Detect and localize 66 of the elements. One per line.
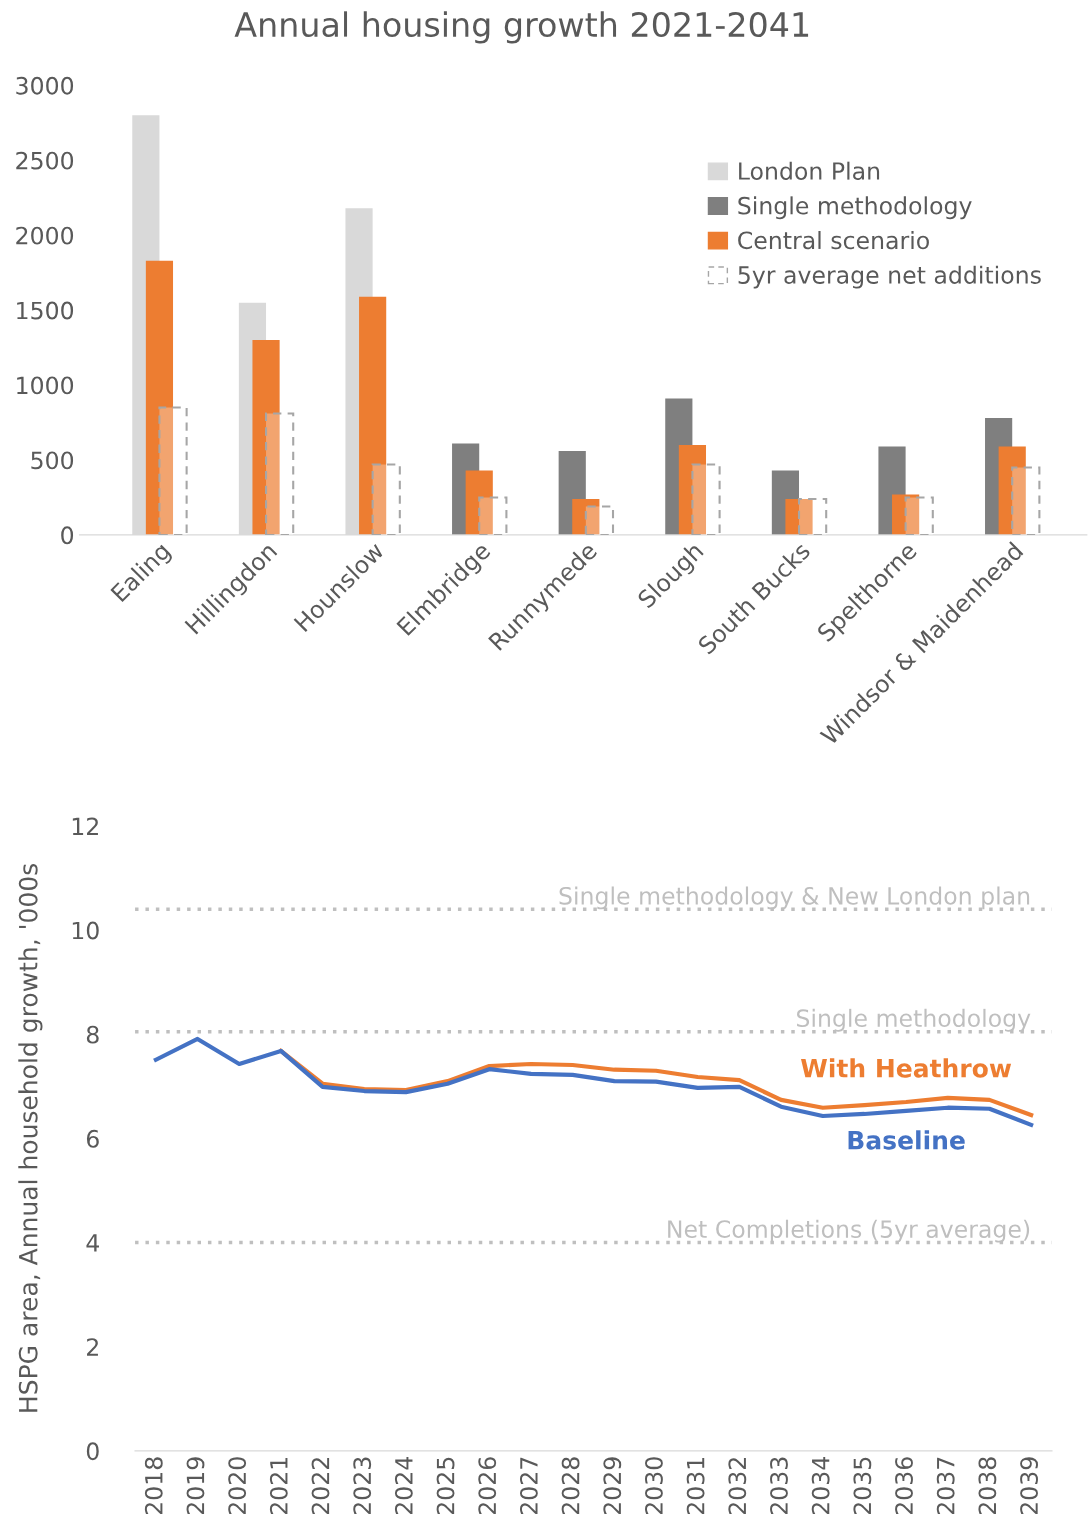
- x-tick-label: 2020: [228, 1457, 247, 1515]
- bar: [691, 463, 721, 535]
- y-tick-label: 2: [87, 1338, 98, 1356]
- bar: [478, 496, 508, 535]
- x-tick-label: 2038: [978, 1457, 997, 1515]
- x-tick-label: 2035: [853, 1457, 872, 1515]
- legend-label: Central scenario: [738, 230, 929, 250]
- x-tick-label: 2022: [311, 1458, 330, 1515]
- ref-line-label: Single methodology: [797, 1008, 1031, 1032]
- ref-line-label: Net Completions (5yr average): [668, 1219, 1030, 1243]
- legend-label: Single methodology: [738, 196, 972, 220]
- bar: [998, 446, 1026, 535]
- y-tick-label: 2000: [16, 226, 74, 245]
- bar: [785, 498, 813, 535]
- bar: [359, 296, 387, 535]
- y-tick-label: 3000: [16, 76, 74, 95]
- y-tick-label: 1000: [17, 376, 74, 395]
- bar: [158, 406, 188, 535]
- y-tick-label: 12: [72, 817, 98, 835]
- y-tick-label: 0: [61, 526, 74, 545]
- x-tick-label: 2028: [561, 1457, 580, 1515]
- x-tick-label: 2039: [1020, 1457, 1038, 1515]
- bar: [904, 496, 934, 535]
- bar: [252, 340, 280, 535]
- x-tick-label: 2033: [770, 1457, 788, 1515]
- x-tick-label: 2030: [645, 1457, 663, 1515]
- y-tick-label: 1500: [17, 301, 74, 320]
- y-tick-label: 6: [86, 1129, 99, 1148]
- line-series: [153, 1036, 1034, 1127]
- x-tick-label: 2027: [519, 1457, 538, 1515]
- ref-line-label: Single methodology & New London plan: [559, 886, 1030, 910]
- bar: [584, 505, 615, 535]
- x-tick-label: 2029: [603, 1457, 622, 1515]
- bar: [572, 498, 600, 535]
- chart-title: Annual housing growth 2021-2041: [234, 11, 809, 44]
- y-tick-label: 4: [86, 1234, 99, 1252]
- bar: [145, 260, 174, 535]
- x-tick-label: 2024: [394, 1457, 413, 1515]
- y-tick-label: 10: [72, 921, 99, 940]
- x-tick-label: 2037: [936, 1457, 955, 1515]
- bar: [678, 445, 707, 535]
- x-tick-label: 2031: [686, 1457, 705, 1515]
- x-tick-label: 2021: [269, 1457, 288, 1515]
- series-label: With Heathrow: [801, 1058, 1012, 1078]
- x-tick-label: 2019: [186, 1457, 205, 1515]
- x-tick-label: 2026: [478, 1457, 497, 1515]
- y-tick-label: 500: [31, 451, 74, 470]
- x-tick-label: 2025: [436, 1457, 455, 1515]
- legend-label: London Plan: [739, 161, 880, 180]
- bar: [371, 463, 401, 535]
- y-tick-label: 0: [86, 1442, 99, 1461]
- bar: [797, 497, 828, 535]
- legend-label: 5yr average net additions: [738, 265, 1041, 289]
- bar: [465, 470, 493, 535]
- series-label: Baseline: [848, 1130, 965, 1150]
- bar: [892, 494, 920, 535]
- bar: [265, 412, 295, 535]
- x-tick-label: 2032: [728, 1458, 747, 1515]
- x-tick-label: 2036: [895, 1457, 913, 1515]
- x-tick-label: 2018: [144, 1457, 163, 1515]
- y-tick-label: 8: [86, 1025, 99, 1044]
- y-axis-title: HSPG area, Annual household growth, '000s: [18, 863, 43, 1412]
- bar: [1011, 466, 1041, 535]
- x-tick-label: 2034: [811, 1457, 830, 1515]
- x-tick-label: 2023: [353, 1457, 372, 1515]
- y-tick-label: 2500: [16, 151, 74, 170]
